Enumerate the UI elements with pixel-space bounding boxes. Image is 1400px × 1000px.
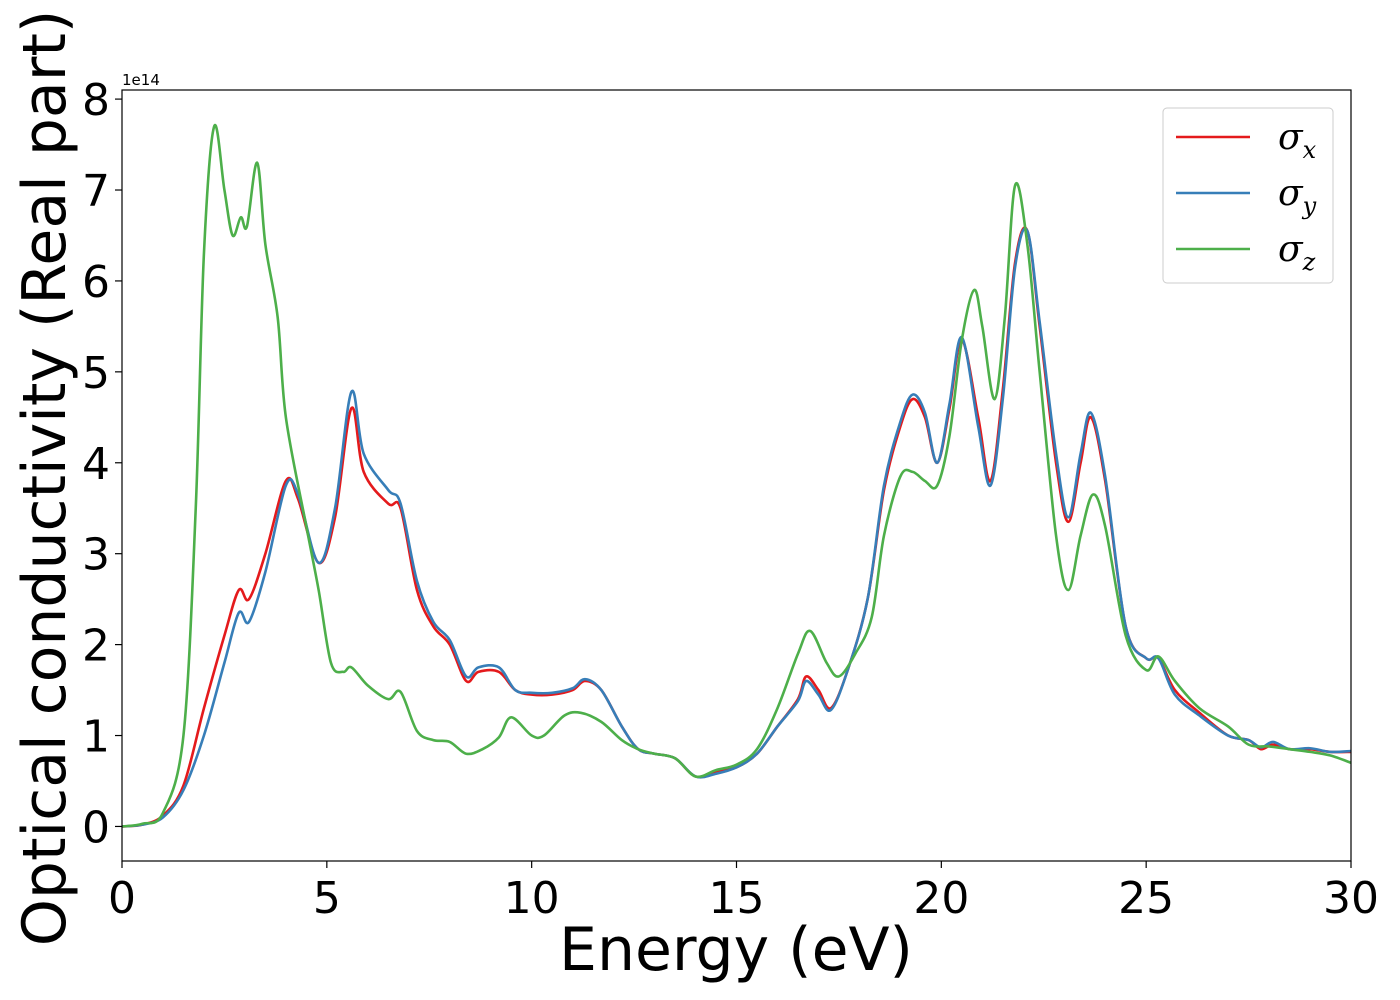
- x-tick-label: 30: [1323, 873, 1379, 924]
- y-tick-label: 5: [82, 348, 110, 399]
- x-tick-label: 5: [313, 873, 341, 924]
- y-tick-label: 0: [82, 802, 110, 853]
- legend-label-z: σz: [1278, 229, 1316, 276]
- y-axis: 0 1 2 3 4 5 6 7 8: [82, 75, 122, 853]
- legend-label-x: σx: [1278, 117, 1317, 164]
- y-tick-label: 7: [82, 166, 110, 217]
- y-offset-label: 1e14: [122, 71, 160, 89]
- series-line-y: [121, 227, 1352, 828]
- y-tick-label: 1: [82, 712, 110, 763]
- x-tick-label: 25: [1118, 873, 1174, 924]
- series-layer: [121, 123, 1352, 828]
- y-tick-label: 8: [82, 75, 110, 126]
- y-tick-label: 4: [82, 439, 110, 490]
- x-tick-label: 0: [108, 873, 136, 924]
- legend-label-y: σy: [1278, 173, 1317, 220]
- y-axis-title: Optical conductivity (Real part): [10, 10, 80, 947]
- y-tick-label: 3: [82, 530, 110, 581]
- x-axis: 0 5 10 15 20 25 30: [108, 861, 1379, 924]
- x-tick-label: 10: [504, 873, 560, 924]
- legend: σx σy σz: [1162, 107, 1334, 284]
- y-tick-label: 6: [82, 257, 110, 308]
- x-tick-label: 20: [913, 873, 969, 924]
- y-tick-label: 2: [82, 621, 110, 672]
- legend-box: [1162, 107, 1334, 284]
- x-tick-label: 15: [709, 873, 765, 924]
- series-line-z: [121, 123, 1352, 828]
- x-axis-title: Energy (eV): [559, 915, 913, 985]
